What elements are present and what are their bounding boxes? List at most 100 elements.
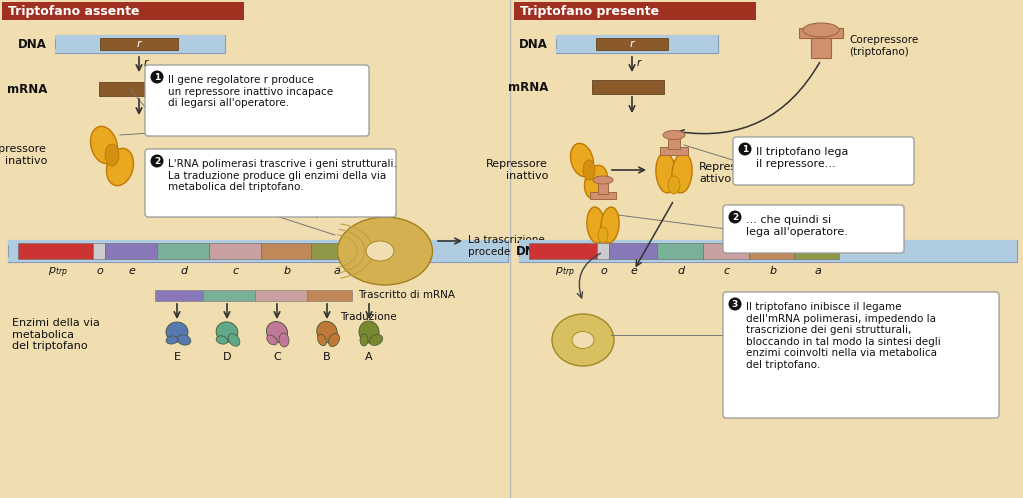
Ellipse shape <box>366 241 394 261</box>
Ellipse shape <box>166 336 178 344</box>
Text: r: r <box>637 58 641 68</box>
Circle shape <box>728 211 742 224</box>
Text: C: C <box>273 352 281 362</box>
Text: Il triptofano inibisce il legame
dell'mRNA polimerasi, impedendo la
trascrizione: Il triptofano inibisce il legame dell'mR… <box>746 302 941 370</box>
Bar <box>2 2 244 20</box>
Ellipse shape <box>584 165 608 199</box>
Bar <box>8 257 508 262</box>
FancyBboxPatch shape <box>145 65 369 136</box>
Text: r: r <box>144 58 148 68</box>
Text: DNA: DNA <box>18 37 47 50</box>
Ellipse shape <box>369 335 383 346</box>
Bar <box>519 257 1017 262</box>
Ellipse shape <box>587 207 605 243</box>
Text: 1: 1 <box>153 73 161 82</box>
Text: A: A <box>365 352 372 362</box>
Ellipse shape <box>228 334 240 346</box>
Text: mRNA: mRNA <box>507 81 548 94</box>
Bar <box>8 240 508 262</box>
Text: Triptofano assente: Triptofano assente <box>8 5 139 18</box>
Bar <box>307 290 352 301</box>
Text: Repressore
inattivo: Repressore inattivo <box>0 144 47 166</box>
Ellipse shape <box>317 334 326 346</box>
Text: 1: 1 <box>742 144 748 153</box>
Ellipse shape <box>266 322 287 343</box>
Bar <box>93 244 105 258</box>
Text: r: r <box>630 39 634 49</box>
Bar <box>55 35 225 39</box>
Bar <box>749 244 794 258</box>
Text: c: c <box>724 266 730 276</box>
Bar <box>668 137 680 149</box>
Text: L'RNA polimerasi trascrive i geni strutturali.
La traduzione produce gli enzimi : L'RNA polimerasi trascrive i geni strutt… <box>168 159 397 192</box>
Text: a: a <box>333 266 341 276</box>
Circle shape <box>150 154 164 167</box>
Ellipse shape <box>572 332 594 349</box>
Ellipse shape <box>583 160 595 180</box>
Text: RNA polimerasi: RNA polimerasi <box>290 208 370 218</box>
Text: Trascritto di mRNA: Trascritto di mRNA <box>358 290 455 300</box>
Ellipse shape <box>328 334 340 347</box>
Text: 2: 2 <box>153 156 161 165</box>
Ellipse shape <box>601 207 619 243</box>
Bar <box>596 38 668 50</box>
FancyBboxPatch shape <box>733 137 914 185</box>
Ellipse shape <box>317 321 338 343</box>
Text: DNA: DNA <box>519 37 548 50</box>
Bar <box>597 244 609 258</box>
Bar <box>598 182 608 194</box>
Bar <box>18 244 93 258</box>
Ellipse shape <box>216 336 228 344</box>
Text: E: E <box>174 352 180 362</box>
Text: r: r <box>137 39 141 49</box>
Ellipse shape <box>338 217 433 285</box>
Ellipse shape <box>571 143 593 177</box>
Text: $p_{trp}$: $p_{trp}$ <box>48 266 68 280</box>
FancyBboxPatch shape <box>723 292 999 418</box>
Ellipse shape <box>663 130 685 139</box>
Ellipse shape <box>177 335 191 345</box>
Bar <box>703 244 749 258</box>
Bar <box>660 147 688 155</box>
Text: Triptofano presente: Triptofano presente <box>520 5 659 18</box>
Bar <box>157 244 209 258</box>
Text: B: B <box>323 352 330 362</box>
Bar <box>555 35 718 39</box>
Text: Repressore
attivo: Repressore attivo <box>699 162 761 184</box>
Bar <box>590 192 616 199</box>
Ellipse shape <box>105 144 119 166</box>
Ellipse shape <box>672 153 693 193</box>
Bar <box>609 244 657 258</box>
Circle shape <box>728 297 742 310</box>
Ellipse shape <box>267 335 277 345</box>
Ellipse shape <box>552 314 614 366</box>
Text: d: d <box>677 266 684 276</box>
Text: DNA: DNA <box>516 245 545 257</box>
Bar <box>555 49 718 53</box>
Bar <box>657 244 703 258</box>
Text: La trascrizione
procede: La trascrizione procede <box>468 235 545 256</box>
Text: ... che quindi si
lega all'operatore.: ... che quindi si lega all'operatore. <box>746 215 848 237</box>
Bar <box>255 290 307 301</box>
Text: mRNA: mRNA <box>6 83 47 96</box>
Bar <box>519 240 1017 245</box>
Ellipse shape <box>593 176 613 184</box>
Text: b: b <box>769 266 776 276</box>
Text: e: e <box>630 266 637 276</box>
Bar <box>99 82 179 96</box>
Bar <box>55 35 225 53</box>
Ellipse shape <box>90 126 118 164</box>
Bar <box>592 80 664 94</box>
Bar <box>100 38 178 50</box>
Bar <box>203 290 255 301</box>
Ellipse shape <box>668 176 680 194</box>
Circle shape <box>739 142 752 155</box>
Text: o: o <box>96 266 103 276</box>
Bar <box>209 244 261 258</box>
Bar <box>155 290 203 301</box>
Bar <box>529 244 597 258</box>
Text: Il triptofano lega
il repressore...: Il triptofano lega il repressore... <box>756 147 848 169</box>
Bar <box>55 49 225 53</box>
Ellipse shape <box>279 333 290 347</box>
Bar <box>514 2 756 20</box>
